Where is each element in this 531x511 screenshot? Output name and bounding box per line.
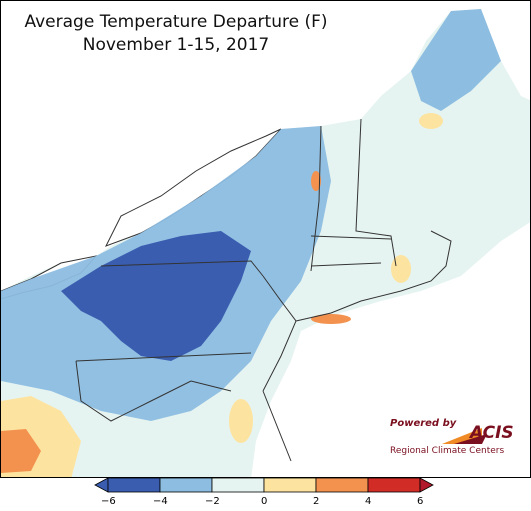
temperature-map (1, 9, 530, 477)
legend-tick-label: 2 (313, 496, 320, 507)
legend-tick-label: 4 (365, 496, 372, 507)
acis-logo: Powered by ACIS Regional Climate Centers (386, 416, 516, 458)
legend-tick-label: −6 (101, 496, 116, 507)
ct-south (310, 262, 382, 267)
warm-spot-coast (391, 255, 411, 283)
warm-spot-vt (311, 171, 321, 191)
ma-ct-border (310, 235, 392, 240)
powered-by-text: Powered by (390, 418, 457, 429)
ne-states-border (355, 118, 397, 267)
legend-over-arrow (419, 478, 434, 493)
legend-under-arrow (94, 478, 109, 493)
map-title: Average Temperature Departure (F) (24, 12, 328, 32)
atlantic-ocean (251, 222, 530, 477)
legend-tick-label: −4 (153, 496, 168, 507)
hot-spot-southwest (1, 429, 41, 473)
legend-tick-label: 0 (261, 496, 268, 507)
strong-cool-core (61, 231, 251, 361)
northeast-cool-region (411, 9, 501, 111)
warm-spot-delmarva (229, 399, 253, 443)
legend-bin-3 (211, 478, 265, 493)
warm-spot-longisland (311, 314, 351, 324)
coastline (262, 230, 452, 462)
color-legend (94, 478, 434, 493)
ny-pa-border (100, 260, 264, 277)
wv-va-border (75, 360, 232, 422)
acis-swoosh-icon (442, 428, 487, 444)
ny-east-border (310, 125, 322, 272)
acis-brand: ACIS (470, 423, 514, 443)
legend-tick-label: 6 (417, 496, 424, 507)
pa-south-border (75, 352, 252, 362)
map-frame: Average Temperature Departure (F) Novemb… (0, 0, 531, 478)
legend-bin-5 (315, 478, 369, 493)
regional-climate-centers: Regional Climate Centers (390, 446, 505, 456)
legend-bin-1 (107, 478, 161, 493)
legend-bin-6 (367, 478, 421, 493)
warm-spot-maine (419, 113, 443, 129)
legend-tick-label: −2 (205, 496, 220, 507)
legend-bin-2 (159, 478, 213, 493)
map-date-range: November 1-15, 2017 (82, 35, 270, 55)
legend-bin-4 (263, 478, 317, 493)
